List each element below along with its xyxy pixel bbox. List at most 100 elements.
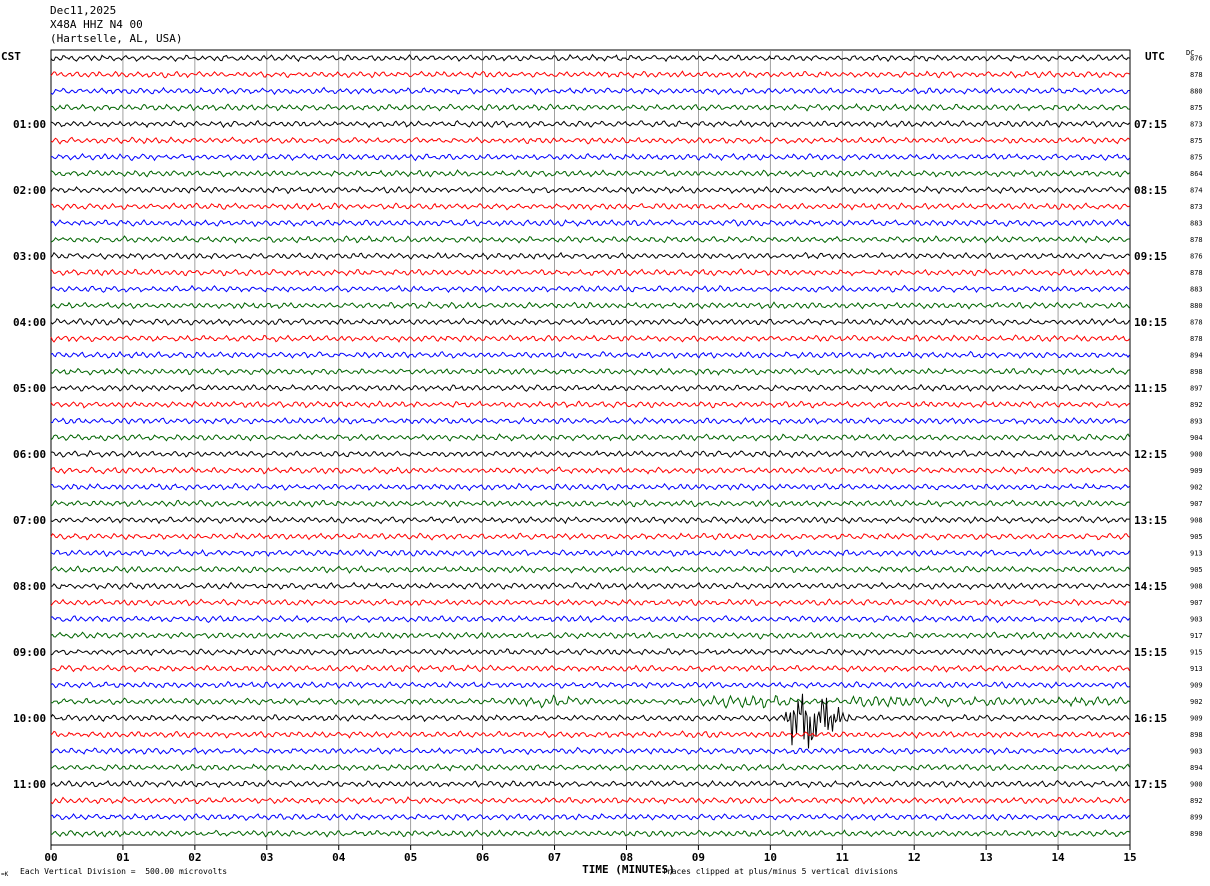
left-hour-label: 08:00 [13, 580, 46, 593]
trace-44 [50, 779, 1130, 789]
trace-34 [50, 614, 1130, 624]
left-timezone-label: CST [1, 50, 21, 63]
dc-offset-label: 898 [1190, 731, 1203, 739]
dc-offset-label: 878 [1190, 236, 1203, 244]
dc-offset-label: 878 [1190, 319, 1203, 327]
dc-offset-label: 892 [1190, 797, 1203, 805]
trace-3 [50, 102, 1130, 112]
dc-offset-label: 908 [1190, 583, 1203, 591]
x-tick-label: 13 [980, 851, 993, 864]
left-hour-label: 11:00 [13, 778, 46, 791]
right-timezone-label: UTC [1145, 50, 1165, 63]
dc-offset-label: 915 [1190, 649, 1203, 657]
dc-offset-label: 878 [1190, 71, 1203, 79]
trace-7 [50, 169, 1130, 178]
x-tick-label: 12 [908, 851, 921, 864]
right-hour-label: 14:15 [1134, 580, 1167, 593]
trace-31 [50, 565, 1130, 574]
dc-offset-label: 873 [1190, 203, 1203, 211]
left-hour-label: 03:00 [13, 250, 46, 263]
dc-offset-label: 894 [1190, 352, 1203, 360]
trace-14 [50, 284, 1130, 294]
dc-offset-label: 909 [1190, 682, 1203, 690]
dc-offset-label: 883 [1190, 220, 1203, 228]
dc-offset-label: 883 [1190, 286, 1203, 294]
trace-23 [50, 433, 1130, 442]
vertical-scale-note: Each Vertical Division = 500.00 microvol… [20, 867, 228, 876]
trace-42 [50, 746, 1130, 756]
trace-11 [50, 235, 1130, 244]
trace-27 [50, 499, 1130, 508]
dc-offset-label: 900 [1190, 781, 1203, 789]
dc-offset-label: 902 [1190, 698, 1203, 706]
right-hour-label: 11:15 [1134, 382, 1167, 395]
trace-5 [50, 136, 1130, 145]
trace-17 [50, 334, 1130, 343]
x-tick-label: 11 [836, 851, 850, 864]
helicorder-date: Dec11,2025 [50, 4, 117, 17]
dc-offset-label: 878 [1190, 335, 1203, 343]
right-hour-label: 13:15 [1134, 514, 1167, 527]
right-hour-label: 07:15 [1134, 118, 1167, 131]
dc-offset-label: 892 [1190, 401, 1203, 409]
trace-19 [50, 367, 1130, 376]
trace-13 [50, 268, 1130, 277]
dc-offset-label: 908 [1190, 517, 1203, 525]
right-hour-label: 15:15 [1134, 646, 1167, 659]
trace-36 [50, 648, 1130, 657]
trace-35 [50, 631, 1130, 640]
trace-46 [50, 813, 1130, 822]
x-tick-label: 03 [260, 851, 273, 864]
left-hour-label: 02:00 [13, 184, 46, 197]
trace-22 [50, 416, 1130, 425]
trace-29 [50, 532, 1130, 541]
dc-offset-label: 880 [1190, 88, 1203, 96]
trace-39 [51, 694, 1130, 709]
dc-offset-label: 903 [1190, 748, 1203, 756]
trace-28 [50, 515, 1130, 525]
dc-offset-label: 893 [1190, 418, 1203, 426]
dc-offset-label: 909 [1190, 715, 1203, 723]
trace-4 [50, 119, 1130, 129]
dc-offset-label: 875 [1190, 104, 1203, 112]
trace-40 [50, 693, 1130, 749]
dc-offset-label: 913 [1190, 665, 1203, 673]
right-hour-label: 12:15 [1134, 448, 1167, 461]
dc-offset-label: 880 [1190, 302, 1203, 310]
right-hour-label: 17:15 [1134, 778, 1167, 791]
trace-8 [50, 185, 1130, 195]
trace-20 [50, 383, 1130, 393]
trace-10 [50, 219, 1130, 228]
trace-45 [50, 796, 1130, 805]
dc-offset-label: 864 [1190, 170, 1203, 178]
dc-offset-label: 873 [1190, 121, 1203, 129]
trace-12 [50, 251, 1130, 261]
dc-offset-label: 878 [1190, 269, 1203, 277]
trace-18 [50, 350, 1130, 359]
left-hour-label: 06:00 [13, 448, 46, 461]
left-hour-label: 10:00 [13, 712, 46, 725]
x-tick-label: 04 [332, 851, 346, 864]
dc-offset-header: DC [1186, 49, 1195, 57]
dc-offset-label: 902 [1190, 484, 1203, 492]
dc-offset-label: 900 [1190, 451, 1203, 459]
left-hour-label: 05:00 [13, 382, 46, 395]
trace-25 [50, 466, 1130, 475]
dc-offset-label: 875 [1190, 137, 1203, 145]
x-axis-label: TIME (MINUTES) [582, 863, 675, 876]
right-hour-label: 10:15 [1134, 316, 1167, 329]
trace-0 [50, 53, 1130, 63]
trace-16 [50, 317, 1130, 327]
trace-6 [50, 152, 1130, 162]
dc-offset-label: 905 [1190, 566, 1203, 574]
corner-mark: =K [1, 871, 9, 878]
x-tick-label: 09 [692, 851, 705, 864]
dc-offset-label: 890 [1190, 830, 1203, 838]
trace-21 [50, 400, 1130, 409]
dc-offset-label: 875 [1190, 154, 1203, 162]
trace-9 [50, 202, 1130, 211]
trace-30 [50, 548, 1130, 558]
x-tick-label: 08 [620, 851, 633, 864]
dc-offset-label: 876 [1190, 55, 1203, 63]
x-tick-label: 01 [116, 851, 130, 864]
